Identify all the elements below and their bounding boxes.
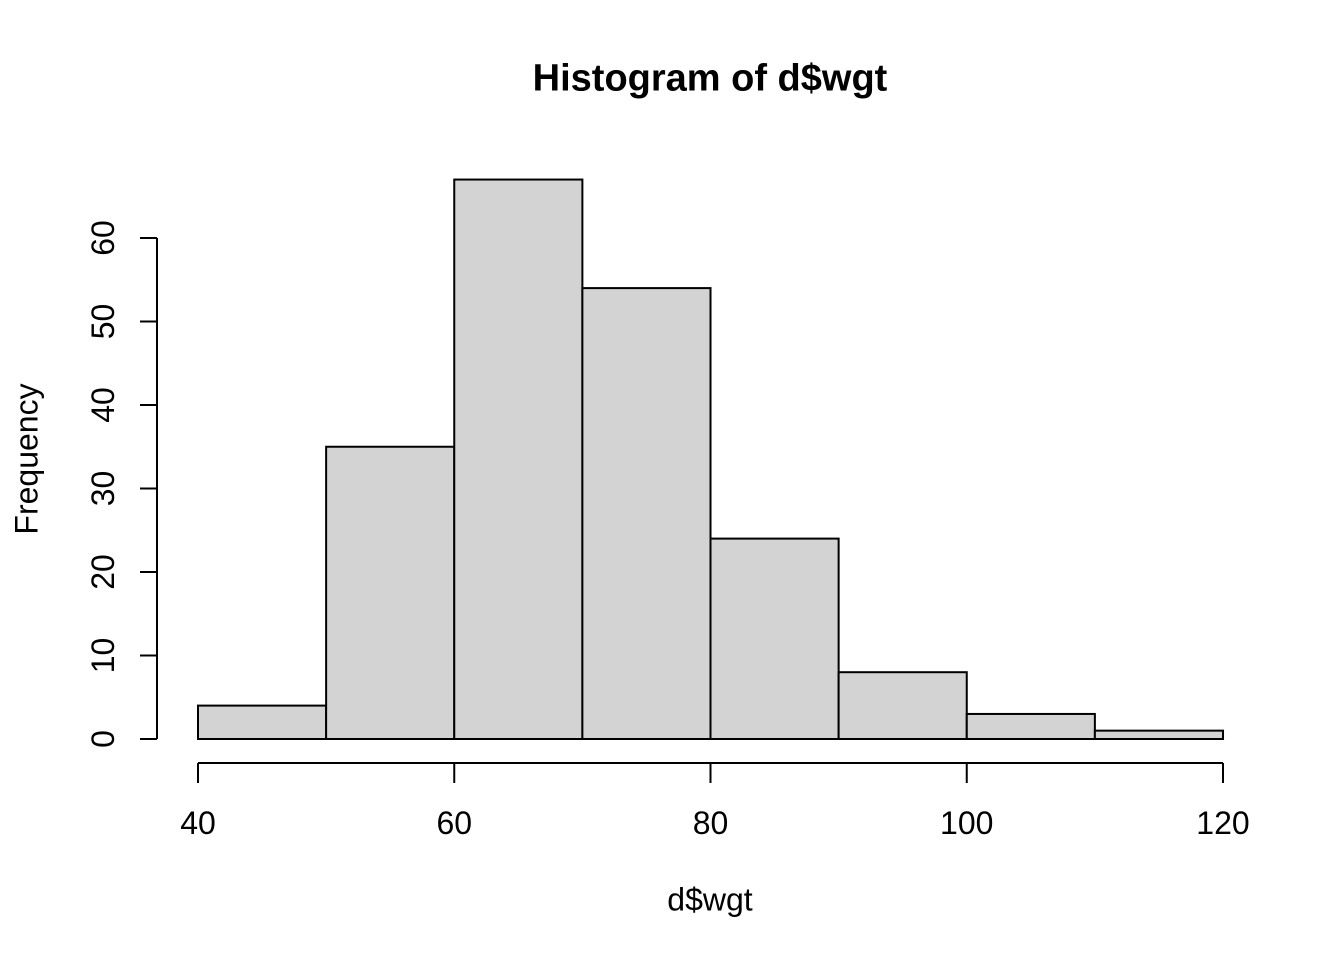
y-tick-label: 30 xyxy=(85,471,121,507)
histogram-bar xyxy=(837,671,968,741)
y-tick-label: 10 xyxy=(85,638,121,674)
histogram-bar xyxy=(581,287,712,740)
y-tick-label: 20 xyxy=(85,554,121,590)
x-axis-title: d$wgt xyxy=(667,881,753,918)
x-tick-label: 40 xyxy=(180,805,216,841)
histogram-bar xyxy=(325,445,456,740)
x-tick-label: 100 xyxy=(940,805,993,841)
x-tick-label: 120 xyxy=(1196,805,1249,841)
histogram-bar xyxy=(453,178,584,741)
y-tick-label: 50 xyxy=(85,304,121,340)
chart-title: Histogram of d$wgt xyxy=(532,57,888,100)
y-tick-label: 0 xyxy=(85,730,121,748)
histogram-bar xyxy=(965,712,1096,741)
y-tick-label: 40 xyxy=(85,387,121,423)
x-tick-label: 80 xyxy=(693,805,729,841)
x-tick-label: 60 xyxy=(436,805,472,841)
histogram-bar xyxy=(197,704,328,740)
histogram-bar xyxy=(1093,729,1225,741)
histogram-bar xyxy=(709,537,840,740)
y-tick-label: 60 xyxy=(85,220,121,256)
